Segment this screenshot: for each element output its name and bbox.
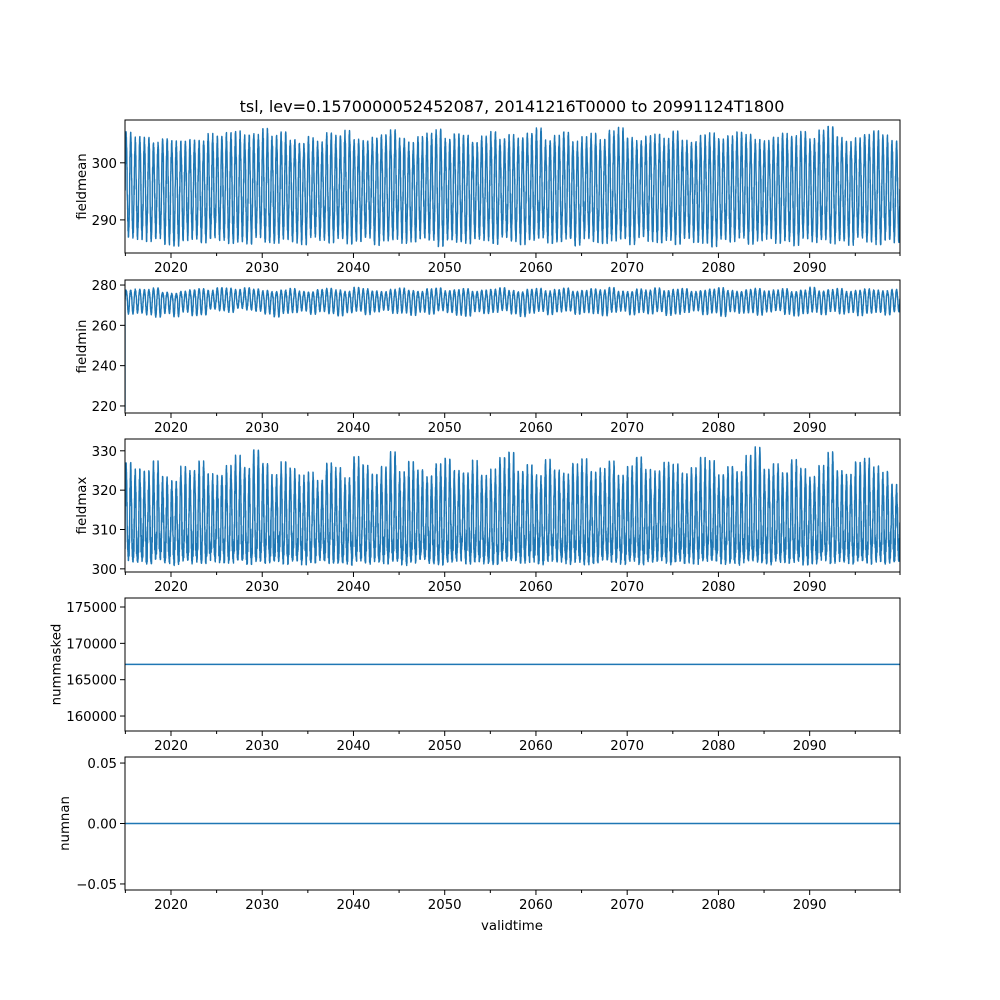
x-tick-label: 2050 [428,739,462,754]
y-axis-label: numnan [58,796,73,851]
x-tick-label: 2080 [702,421,736,436]
x-tick-label: 2090 [793,421,827,436]
x-tick-label: 2040 [337,261,371,276]
y-tick-label: 160000 [66,710,117,725]
x-tick-label: 2040 [337,580,371,595]
axes-frame [124,597,901,732]
axes-frame [124,438,901,573]
y-axis-label: nummasked [50,624,65,706]
x-tick-label: 2070 [610,739,644,754]
x-tick-label: 2040 [337,739,371,754]
chart-title: tsl, lev=0.1570000052452087, 20141216T00… [240,97,785,116]
y-tick-label: 320 [92,484,117,499]
y-tick-label: 175000 [66,601,117,616]
x-tick-label: 2080 [702,580,736,595]
x-tick-label: 2070 [610,898,644,913]
x-tick-label: 2070 [610,580,644,595]
x-tick-label: 2070 [610,421,644,436]
y-tick-label: −0.05 [76,878,117,893]
x-tick-label: 2030 [245,739,279,754]
y-tick-label: 280 [92,279,117,294]
y-tick-label: 0.05 [87,757,117,772]
subplot-fieldmin: 2020 2030 2040 2050 2060 2070 2080 2090 220 240 26… [75,279,901,436]
subplot-fieldmean: 2020 2030 2040 2050 2060 2070 2080 2090 290 300fi… [75,119,901,276]
y-tick-label: 300 [92,563,117,578]
x-tick-label: 2030 [245,580,279,595]
x-tick-label: 2030 [245,421,279,436]
axes-frame [124,119,901,254]
x-tick-label: 2020 [154,739,188,754]
y-tick-label: 165000 [66,674,117,689]
y-tick-label: 260 [92,319,117,334]
y-tick-label: 240 [92,360,117,375]
subplot-nummasked: 2020 2030 2040 2050 2060 2070 2080 2090 160000 16… [50,597,901,754]
x-tick-label: 2090 [793,261,827,276]
x-tick-label: 2080 [702,898,736,913]
y-tick-label: 220 [92,400,117,415]
x-tick-label: 2060 [519,580,553,595]
axes-frame [124,279,901,414]
y-tick-label: 310 [92,524,117,539]
subplot-fieldmax: 2020 2030 2040 2050 2060 2070 2080 2090 300 310 32… [75,438,901,595]
fieldmean-series-line [125,125,900,248]
x-axis-label: validtime [481,919,543,934]
y-axis-label: fieldmean [75,153,90,219]
x-tick-label: 2080 [702,739,736,754]
x-tick-label: 2090 [793,898,827,913]
x-tick-label: 2060 [519,421,553,436]
x-tick-label: 2080 [702,261,736,276]
x-tick-label: 2060 [519,739,553,754]
x-tick-label: 2020 [154,421,188,436]
y-tick-label: 300 [92,157,117,172]
subplot-numnan: 2020 2030 2040 2050 2060 2070 2080 2090 −0.05 0.0… [58,756,901,913]
x-tick-label: 2050 [428,580,462,595]
x-tick-label: 2060 [519,261,553,276]
x-tick-label: 2090 [793,739,827,754]
x-tick-label: 2020 [154,898,188,913]
y-tick-label: 0.00 [87,818,117,833]
y-axis-label: fieldmax [75,477,90,535]
x-tick-label: 2060 [519,898,553,913]
y-tick-label: 330 [92,445,117,460]
x-tick-label: 2020 [154,580,188,595]
x-tick-label: 2050 [428,261,462,276]
fieldmax-series-line [125,446,900,567]
x-tick-label: 2050 [428,898,462,913]
x-tick-label: 2050 [428,421,462,436]
fieldmin-series-line [125,286,900,411]
x-tick-label: 2030 [245,898,279,913]
x-tick-label: 2090 [793,580,827,595]
x-tick-label: 2020 [154,261,188,276]
x-tick-label: 2070 [610,261,644,276]
x-tick-label: 2040 [337,898,371,913]
y-axis-label: fieldmin [75,320,90,374]
x-tick-label: 2040 [337,421,371,436]
y-tick-label: 290 [92,214,117,229]
y-tick-label: 170000 [66,637,117,652]
x-tick-label: 2030 [245,261,279,276]
